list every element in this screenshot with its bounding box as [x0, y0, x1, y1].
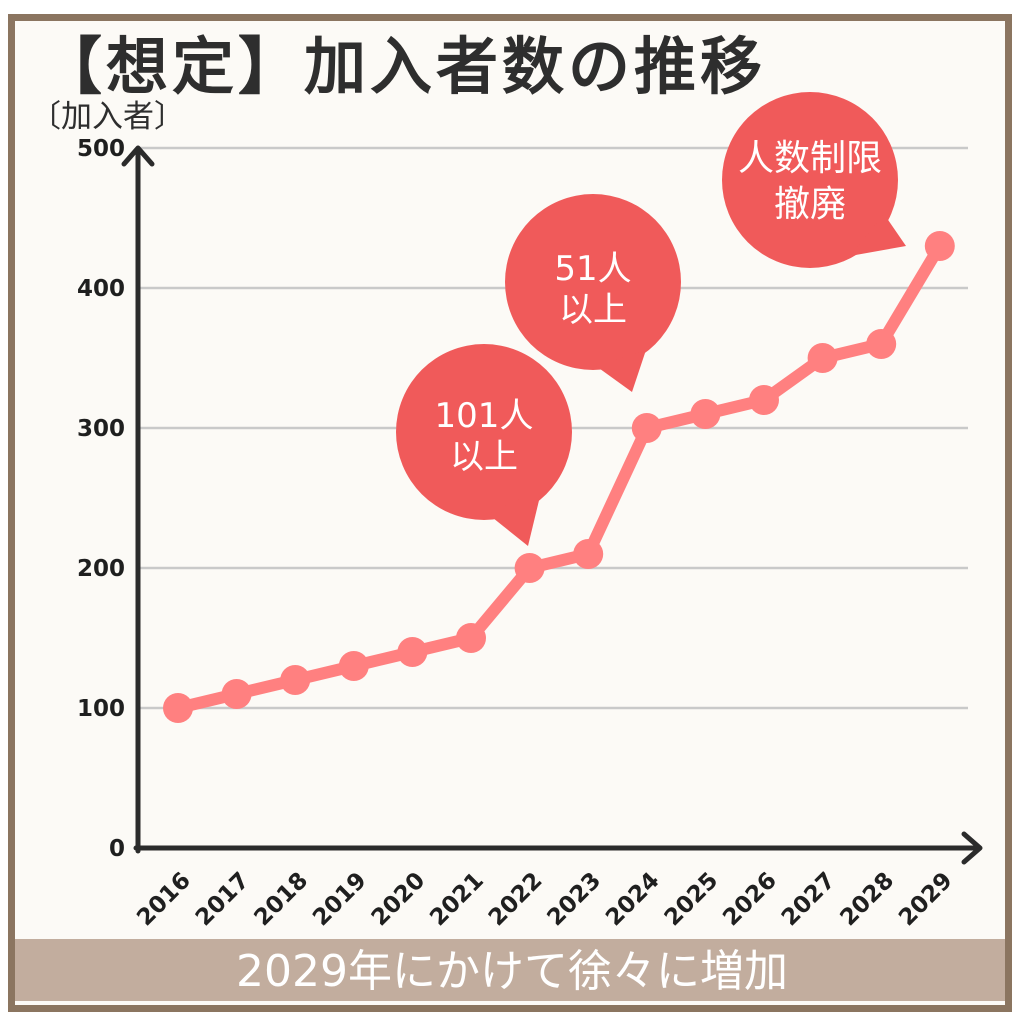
y-axis: [121, 145, 155, 854]
data-point: [866, 329, 897, 359]
data-point: [397, 637, 428, 667]
data-point: [749, 385, 779, 415]
data-point: [163, 693, 193, 723]
bubble-circle: [396, 344, 572, 520]
data-point: [807, 343, 838, 373]
annotation-text: 51人: [554, 249, 631, 289]
data-point: [631, 413, 662, 443]
annotation-text: 撤廃: [774, 184, 846, 225]
y-tick-label: 0: [109, 836, 125, 862]
series-group: [163, 231, 955, 723]
chart-title: 【想定】加入者数の推移: [40, 30, 766, 103]
caption-text: 2029年にかけて徐々に増加: [236, 946, 788, 997]
bubble-circle: [505, 194, 681, 370]
y-tick-label: 300: [77, 416, 125, 442]
data-point: [514, 553, 545, 583]
data-point: [280, 665, 311, 695]
bubble-tail: [488, 488, 542, 546]
data-point: [221, 679, 252, 709]
x-axis-arrow-icon: [961, 831, 983, 865]
y-tick-label: 100: [77, 696, 125, 722]
data-point: [924, 231, 955, 261]
annotation-text: 以上: [559, 290, 627, 330]
data-point: [690, 399, 721, 429]
annotation-bubble: 51人 以上: [505, 194, 681, 392]
annotation-bubble: 101人 以上: [396, 344, 572, 546]
y-tick-label: 500: [77, 136, 125, 162]
y-tick-labels: 0 100 200 300 400 500: [77, 136, 125, 862]
annotation-text: 以上: [450, 437, 518, 477]
data-point: [573, 539, 604, 569]
annotation-text: 101人: [435, 396, 534, 436]
y-tick-label: 400: [77, 276, 125, 302]
caption-band: [15, 939, 1005, 1001]
y-axis-label: 〔加入者〕: [30, 99, 185, 135]
y-axis-arrow-icon: [121, 145, 155, 167]
x-axis: [133, 831, 983, 865]
annotation-bubble: 人数制限 撤廃: [722, 92, 906, 268]
data-point: [338, 651, 369, 681]
data-point: [456, 623, 486, 653]
annotation-text: 人数制限: [738, 138, 882, 179]
bubble-tail: [596, 350, 646, 392]
bubble-tail: [850, 214, 906, 256]
bubble-circle: [722, 92, 898, 268]
y-tick-label: 200: [77, 556, 125, 582]
